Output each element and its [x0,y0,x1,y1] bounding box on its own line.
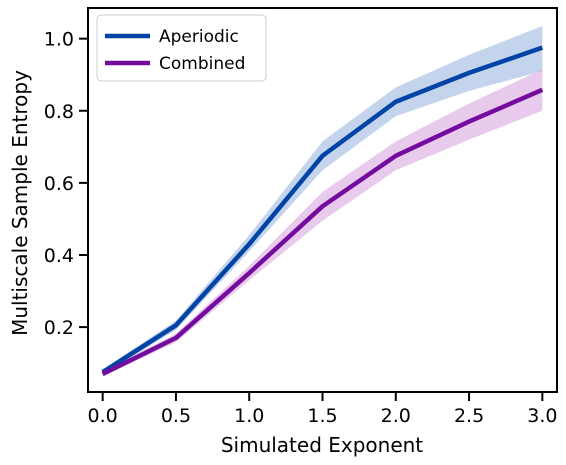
y-axis: 0.2 0.4 0.6 0.8 1.0 [44,29,88,339]
y-tick-label: 0.2 [44,317,74,339]
series-line-0 [101,45,544,375]
y-tick-label: 0.8 [44,101,74,123]
x-axis: 0.0 0.5 1.0 1.5 2.0 2.5 3.0 [88,392,557,427]
x-tick-label: 3.0 [527,405,557,427]
x-tick-label: 0.0 [88,405,118,427]
x-tick-label: 0.5 [161,405,191,427]
y-tick-label: 0.6 [44,173,74,195]
legend: Aperiodic Combined [96,14,267,82]
x-tick-label: 1.5 [307,405,337,427]
series-band-1 [102,69,543,377]
legend-label-1: Combined [159,54,245,74]
x-axis-label: Simulated Exponent [221,433,423,457]
y-axis-label: Multiscale Sample Entropy [8,70,32,336]
y-tick-label: 1.0 [44,29,74,51]
legend-label-0: Aperiodic [159,27,239,47]
x-tick-label: 2.0 [381,405,411,427]
x-tick-label: 1.0 [234,405,264,427]
series-line-1 [101,87,544,376]
x-tick-label: 2.5 [454,405,484,427]
y-tick-label: 0.4 [44,245,74,267]
